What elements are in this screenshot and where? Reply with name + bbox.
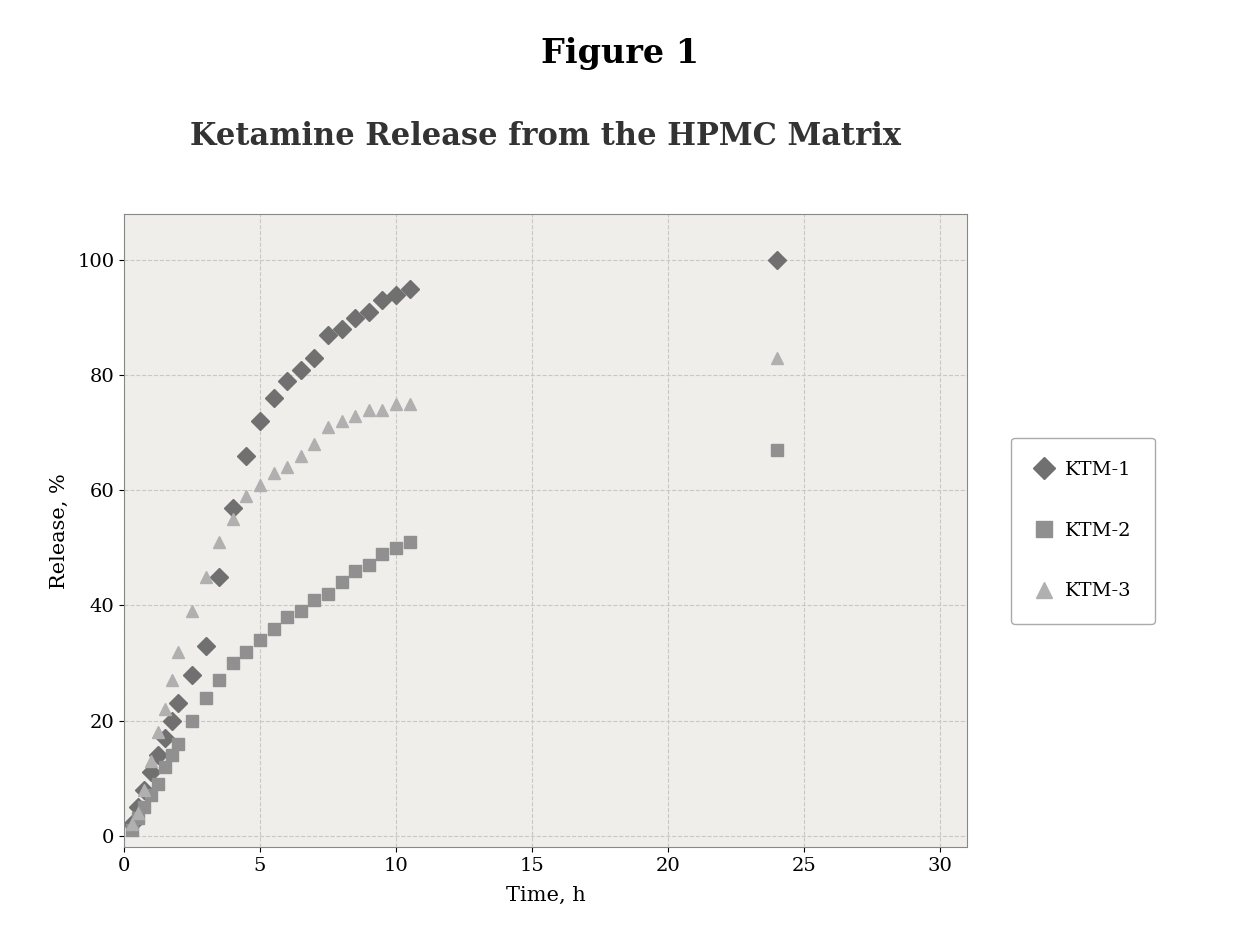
KTM-2 — [125, 824, 140, 835]
KTM-3 — [157, 704, 172, 715]
KTM-2 — [239, 646, 254, 657]
KTM-3 — [347, 410, 362, 421]
KTM-1 — [402, 283, 417, 294]
KTM-1 — [125, 818, 140, 830]
KTM-3 — [402, 398, 417, 410]
KTM-2 — [308, 594, 322, 605]
KTM-1 — [239, 451, 254, 462]
Text: Figure 1: Figure 1 — [541, 37, 699, 70]
KTM-1 — [308, 353, 322, 364]
KTM-3 — [212, 536, 227, 547]
KTM-2 — [144, 789, 159, 801]
KTM-3 — [150, 726, 165, 737]
KTM-1 — [280, 375, 295, 386]
KTM-2 — [136, 802, 151, 813]
KTM-2 — [212, 675, 227, 686]
KTM-2 — [347, 565, 362, 576]
KTM-3 — [171, 646, 186, 657]
KTM-2 — [157, 761, 172, 772]
KTM-3 — [267, 467, 281, 479]
KTM-3 — [294, 451, 309, 462]
KTM-2 — [226, 657, 241, 668]
Line: KTM-3: KTM-3 — [126, 352, 782, 830]
KTM-1 — [130, 802, 145, 813]
KTM-1 — [212, 571, 227, 582]
KTM-2 — [185, 715, 200, 726]
KTM-3 — [185, 606, 200, 617]
KTM-3 — [136, 784, 151, 795]
X-axis label: Time, h: Time, h — [506, 886, 585, 905]
KTM-1 — [144, 767, 159, 778]
Y-axis label: Release, %: Release, % — [50, 473, 68, 588]
KTM-3 — [164, 675, 179, 686]
KTM-1 — [294, 364, 309, 375]
KTM-2 — [130, 813, 145, 824]
KTM-1 — [226, 502, 241, 513]
KTM-3 — [308, 439, 322, 450]
KTM-1 — [361, 306, 376, 317]
KTM-3 — [198, 571, 213, 582]
KTM-3 — [144, 755, 159, 766]
KTM-1 — [253, 416, 268, 427]
KTM-1 — [164, 715, 179, 726]
KTM-3 — [280, 462, 295, 473]
KTM-2 — [321, 588, 336, 600]
KTM-2 — [374, 548, 389, 560]
KTM-3 — [334, 416, 348, 427]
KTM-1 — [150, 749, 165, 761]
KTM-2 — [361, 560, 376, 571]
KTM-3 — [226, 514, 241, 525]
KTM-1 — [157, 733, 172, 744]
KTM-2 — [280, 612, 295, 623]
KTM-2 — [294, 606, 309, 617]
KTM-1 — [374, 295, 389, 306]
KTM-2 — [267, 623, 281, 634]
KTM-1 — [388, 290, 403, 301]
KTM-1 — [171, 697, 186, 708]
KTM-1 — [321, 330, 336, 341]
KTM-1 — [136, 784, 151, 795]
Legend: KTM-1, KTM-2, KTM-3: KTM-1, KTM-2, KTM-3 — [1011, 438, 1154, 624]
Line: KTM-2: KTM-2 — [126, 444, 782, 836]
KTM-3 — [321, 422, 336, 433]
KTM-3 — [253, 479, 268, 491]
KTM-1 — [334, 324, 348, 335]
KTM-1 — [347, 312, 362, 323]
KTM-3 — [388, 398, 403, 410]
KTM-2 — [198, 692, 213, 703]
KTM-1 — [185, 669, 200, 681]
KTM-2 — [334, 577, 348, 588]
KTM-1 — [267, 393, 281, 404]
KTM-2 — [150, 778, 165, 789]
KTM-3 — [374, 404, 389, 415]
KTM-3 — [769, 353, 784, 364]
KTM-2 — [388, 543, 403, 554]
KTM-1 — [198, 641, 213, 652]
KTM-2 — [402, 536, 417, 547]
Line: KTM-1: KTM-1 — [126, 254, 782, 830]
KTM-1 — [769, 254, 784, 265]
Text: Ketamine Release from the HPMC Matrix: Ketamine Release from the HPMC Matrix — [190, 121, 901, 152]
KTM-2 — [769, 444, 784, 455]
KTM-3 — [361, 404, 376, 415]
KTM-2 — [171, 738, 186, 749]
KTM-3 — [130, 807, 145, 818]
KTM-2 — [164, 749, 179, 761]
KTM-2 — [253, 634, 268, 645]
KTM-3 — [239, 491, 254, 502]
KTM-3 — [125, 818, 140, 830]
